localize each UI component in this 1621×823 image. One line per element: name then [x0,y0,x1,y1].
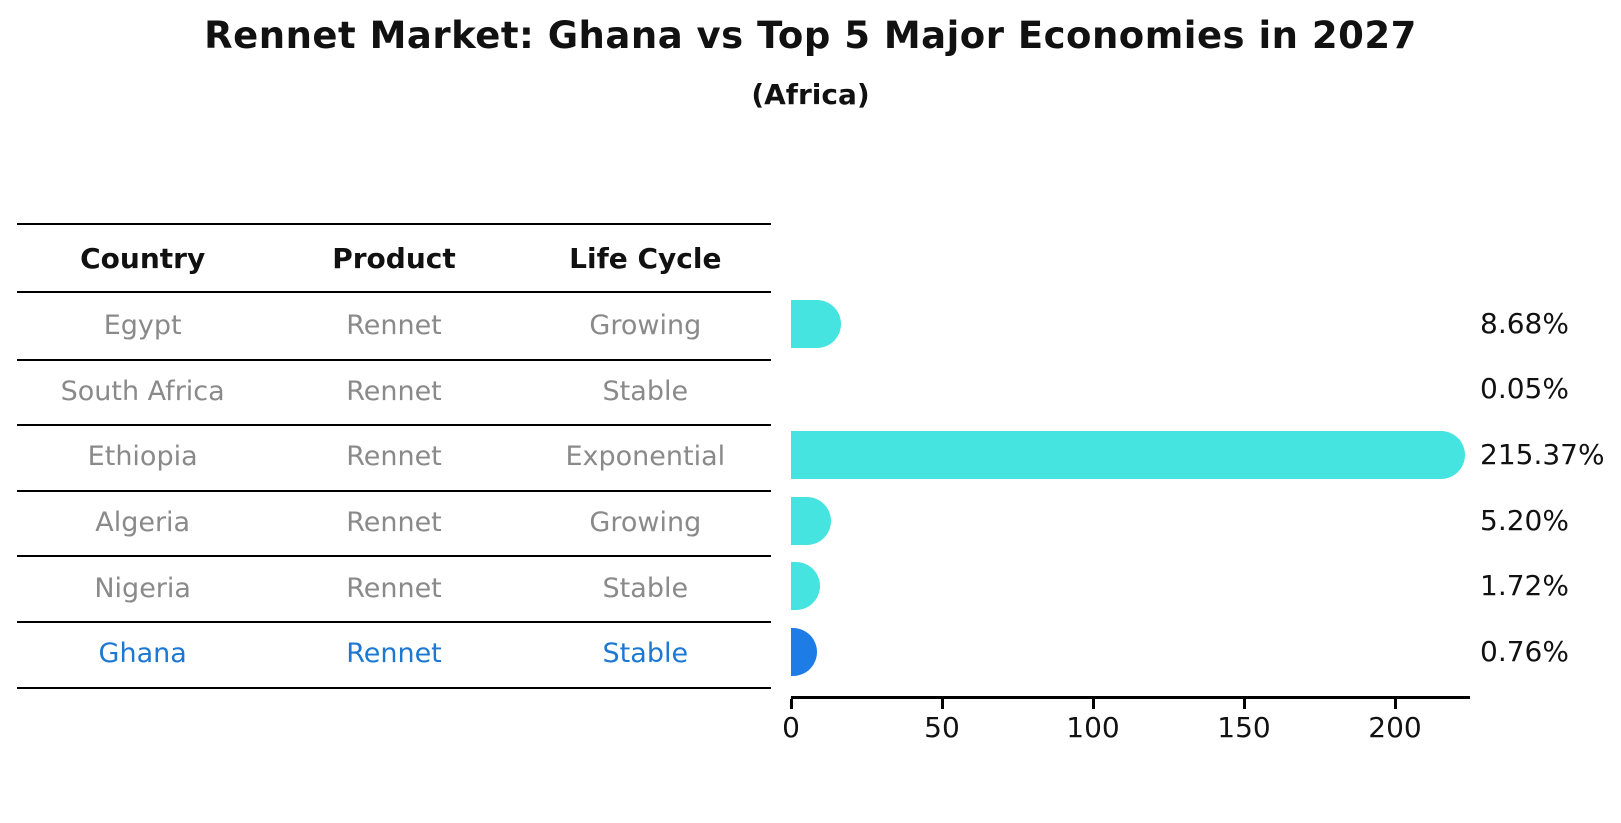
x-axis-tick-label: 0 [782,711,800,744]
value-label: 0.76% [1480,634,1569,668]
value-bar [791,562,821,611]
page-subtitle: (Africa) [751,78,870,111]
table-row: Egypt Rennet Growing [17,293,771,361]
table-row: Nigeria Rennet Stable [17,555,771,623]
country-cell: Egypt [103,310,182,342]
comparison-table: Country Product Life Cycle Egypt Rennet Grow… [17,223,771,689]
value-label: 5.20% [1480,503,1569,537]
column-header: Life Cycle [569,241,722,275]
value-label: 8.68% [1480,306,1569,340]
lifecycle-cell: Stable [602,638,689,670]
x-axis-tick-label: 150 [1217,711,1271,744]
page-title: Rennet Market: Ghana vs Top 5 Major Econ… [204,14,1417,57]
product-cell: Rennet [346,507,442,539]
table-row: Algeria Rennet Growing [17,490,771,558]
value-label: 0.05% [1480,372,1569,406]
lifecycle-cell: Stable [602,375,689,407]
value-label: 215.37% [1480,438,1605,471]
lifecycle-cell: Stable [602,572,689,604]
country-cell: Ghana [98,638,187,670]
value-bar [791,299,842,348]
product-cell: Rennet [346,572,442,604]
x-axis-tick [1393,699,1397,709]
lifecycle-cell: Growing [589,507,702,539]
country-cell: Algeria [95,507,191,539]
table-row: Ethiopia Rennet Exponential [17,424,771,492]
x-axis-tick [1091,699,1095,709]
x-axis-tick-label: 100 [1066,711,1120,744]
value-bar [791,431,1466,479]
table-row: Ghana Rennet Stable [17,621,771,689]
column-header: Country [80,241,206,275]
product-cell: Rennet [346,310,442,342]
x-axis [791,696,1470,699]
table-row: South Africa Rennet Stable [17,359,771,427]
product-cell: Rennet [346,441,442,473]
country-cell: South Africa [60,375,225,407]
x-axis-tick [940,699,944,709]
value-label: 1.72% [1480,569,1569,603]
lifecycle-cell: Growing [589,310,702,342]
lifecycle-cell: Exponential [565,441,726,473]
x-axis-tick-label: 200 [1368,711,1422,744]
x-axis-tick-label: 50 [924,711,960,744]
column-header: Product [332,241,456,275]
x-axis-tick [789,699,793,709]
value-bar [791,627,818,676]
product-cell: Rennet [346,375,442,407]
value-bar [791,496,831,545]
x-axis-tick [1242,699,1246,709]
country-cell: Ethiopia [87,441,198,473]
product-cell: Rennet [346,638,442,670]
country-cell: Nigeria [94,572,191,604]
table-header-row: Country Product Life Cycle [17,225,771,293]
